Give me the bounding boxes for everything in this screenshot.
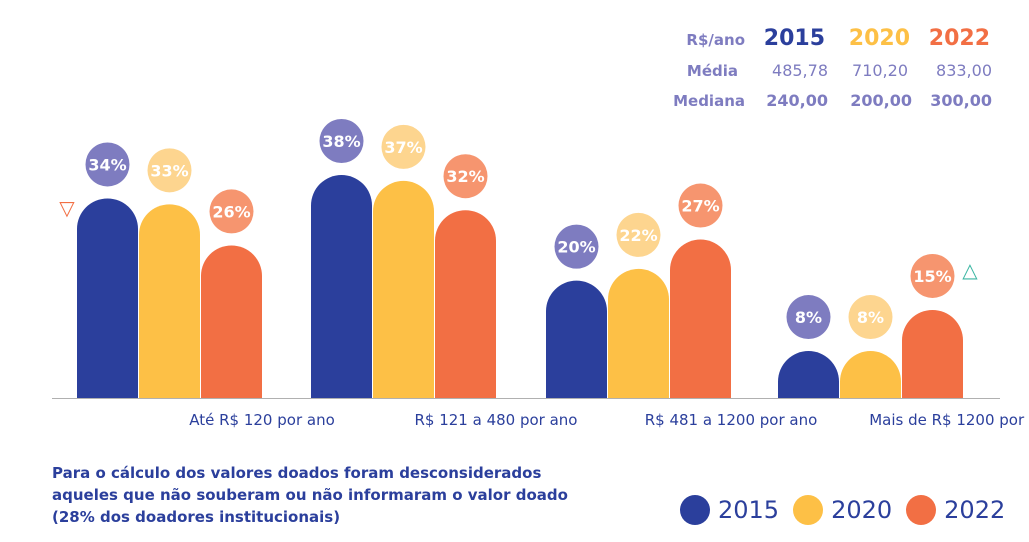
data-label-2015-r-481-a-1200-por-ano: 20%: [557, 238, 595, 257]
legend-swatch-2015: [680, 495, 710, 525]
stats-mediana-2020: 200,00: [850, 91, 912, 110]
marker-mais-de-r-1200-por-ano: △: [962, 258, 978, 282]
category-label-r-481-a-1200-por-ano: R$ 481 a 1200 por ano: [645, 411, 818, 429]
legend-item-2015: 2015: [680, 495, 779, 525]
stats-media-2015: 485,78: [772, 61, 828, 80]
legend-label-2020: 2020: [831, 496, 893, 524]
bubble-2015-r-121-a-480-por-ano: [319, 119, 364, 163]
bubble-2022-ate-r-120-por-ano: [209, 189, 254, 234]
bar-2022-ate-r-120-por-ano: [201, 245, 262, 398]
bubble-2022-r-481-a-1200-por-ano: [678, 183, 723, 228]
footnote-line-2: aqueles que não souberam ou não informar…: [52, 486, 568, 504]
bubble-2020-mais-de-r-1200-por-ano: [848, 295, 893, 340]
bar-2015-r-121-a-480-por-ano: [311, 175, 372, 398]
stats-year-2020: 2020: [848, 26, 910, 51]
data-label-2015-r-121-a-480-por-ano: 38%: [322, 132, 360, 151]
category-label-mais-de-r-1200-por-ano: Mais de R$ 1200 por ano: [869, 411, 1029, 429]
legend-swatch-2022: [906, 495, 937, 525]
stats-year-2022: 2022: [928, 26, 990, 51]
stats-mediana-2022: 300,00: [930, 91, 992, 110]
legend-swatch-2020: [793, 495, 824, 525]
bar-2015-ate-r-120-por-ano: [77, 198, 138, 398]
data-label-2020-mais-de-r-1200-por-ano: 8%: [857, 308, 884, 327]
legend-label-2022: 2022: [944, 496, 1006, 524]
data-label-2022-r-121-a-480-por-ano: 32%: [446, 167, 484, 186]
legend-item-2022: 2022: [906, 495, 1005, 525]
stats-mediana-2015: 240,00: [766, 91, 828, 110]
bubble-2015-r-481-a-1200-por-ano: [554, 224, 599, 269]
stats-table: R$/ano 2015 2020 2022 Média 485,78 710,2…: [0, 0, 1029, 120]
stats-media-2022: 833,00: [936, 61, 992, 80]
data-label-2022-r-481-a-1200-por-ano: 27%: [681, 197, 719, 216]
footnote: Para o cálculo dos valores doados foram …: [52, 462, 592, 528]
bar-2020-r-121-a-480-por-ano: [373, 180, 434, 398]
bar-2022-r-121-a-480-por-ano: [435, 210, 496, 398]
data-label-2020-r-121-a-480-por-ano: 37%: [384, 138, 422, 157]
legend: 2015 2020 2022: [680, 490, 1019, 530]
stats-row-label-media: Média: [686, 62, 738, 80]
category-label-r-121-a-480-por-ano: R$ 121 a 480 por ano: [414, 411, 577, 429]
bubble-2020-r-481-a-1200-por-ano: [616, 212, 661, 257]
marker-ate-r-120-por-ano: ▽: [59, 196, 75, 220]
bubble-2020-r-121-a-480-por-ano: [381, 124, 426, 169]
bubble-2020-ate-r-120-por-ano: [147, 148, 192, 193]
stats-media-2020: 710,20: [852, 61, 908, 80]
bar-2015-r-481-a-1200-por-ano: [546, 280, 607, 398]
bar-2015-mais-de-r-1200-por-ano: [778, 351, 839, 398]
footnote-line-3: (28% dos doadores institucionais): [52, 508, 341, 526]
footnote-line-1: Para o cálculo dos valores doados foram …: [52, 464, 542, 482]
data-label-2015-ate-r-120-por-ano: 34%: [88, 155, 126, 174]
stats-header-label: R$/ano: [686, 31, 745, 49]
data-label-2022-ate-r-120-por-ano: 26%: [212, 202, 250, 221]
legend-label-2015: 2015: [718, 496, 780, 524]
bar-2022-r-481-a-1200-por-ano: [670, 239, 731, 398]
bar-2020-r-481-a-1200-por-ano: [608, 268, 669, 398]
data-label-2022-mais-de-r-1200-por-ano: 15%: [913, 267, 951, 286]
bubble-2022-r-121-a-480-por-ano: [443, 154, 488, 199]
bar-2020-mais-de-r-1200-por-ano: [840, 351, 901, 398]
category-label-ate-r-120-por-ano: Até R$ 120 por ano: [189, 411, 335, 429]
stats-year-2015: 2015: [763, 26, 825, 51]
bubble-2015-mais-de-r-1200-por-ano: [786, 295, 831, 340]
stats-row-label-mediana: Mediana: [673, 92, 745, 110]
data-label-2015-mais-de-r-1200-por-ano: 8%: [795, 308, 822, 327]
bubble-2015-ate-r-120-por-ano: [85, 142, 130, 187]
legend-item-2020: 2020: [793, 495, 892, 525]
bubble-2022-mais-de-r-1200-por-ano: [910, 253, 955, 298]
data-label-2020-r-481-a-1200-por-ano: 22%: [619, 226, 657, 245]
bar-2020-ate-r-120-por-ano: [139, 204, 200, 398]
data-label-2020-ate-r-120-por-ano: 33%: [150, 161, 188, 180]
bar-2022-mais-de-r-1200-por-ano: [902, 309, 963, 398]
